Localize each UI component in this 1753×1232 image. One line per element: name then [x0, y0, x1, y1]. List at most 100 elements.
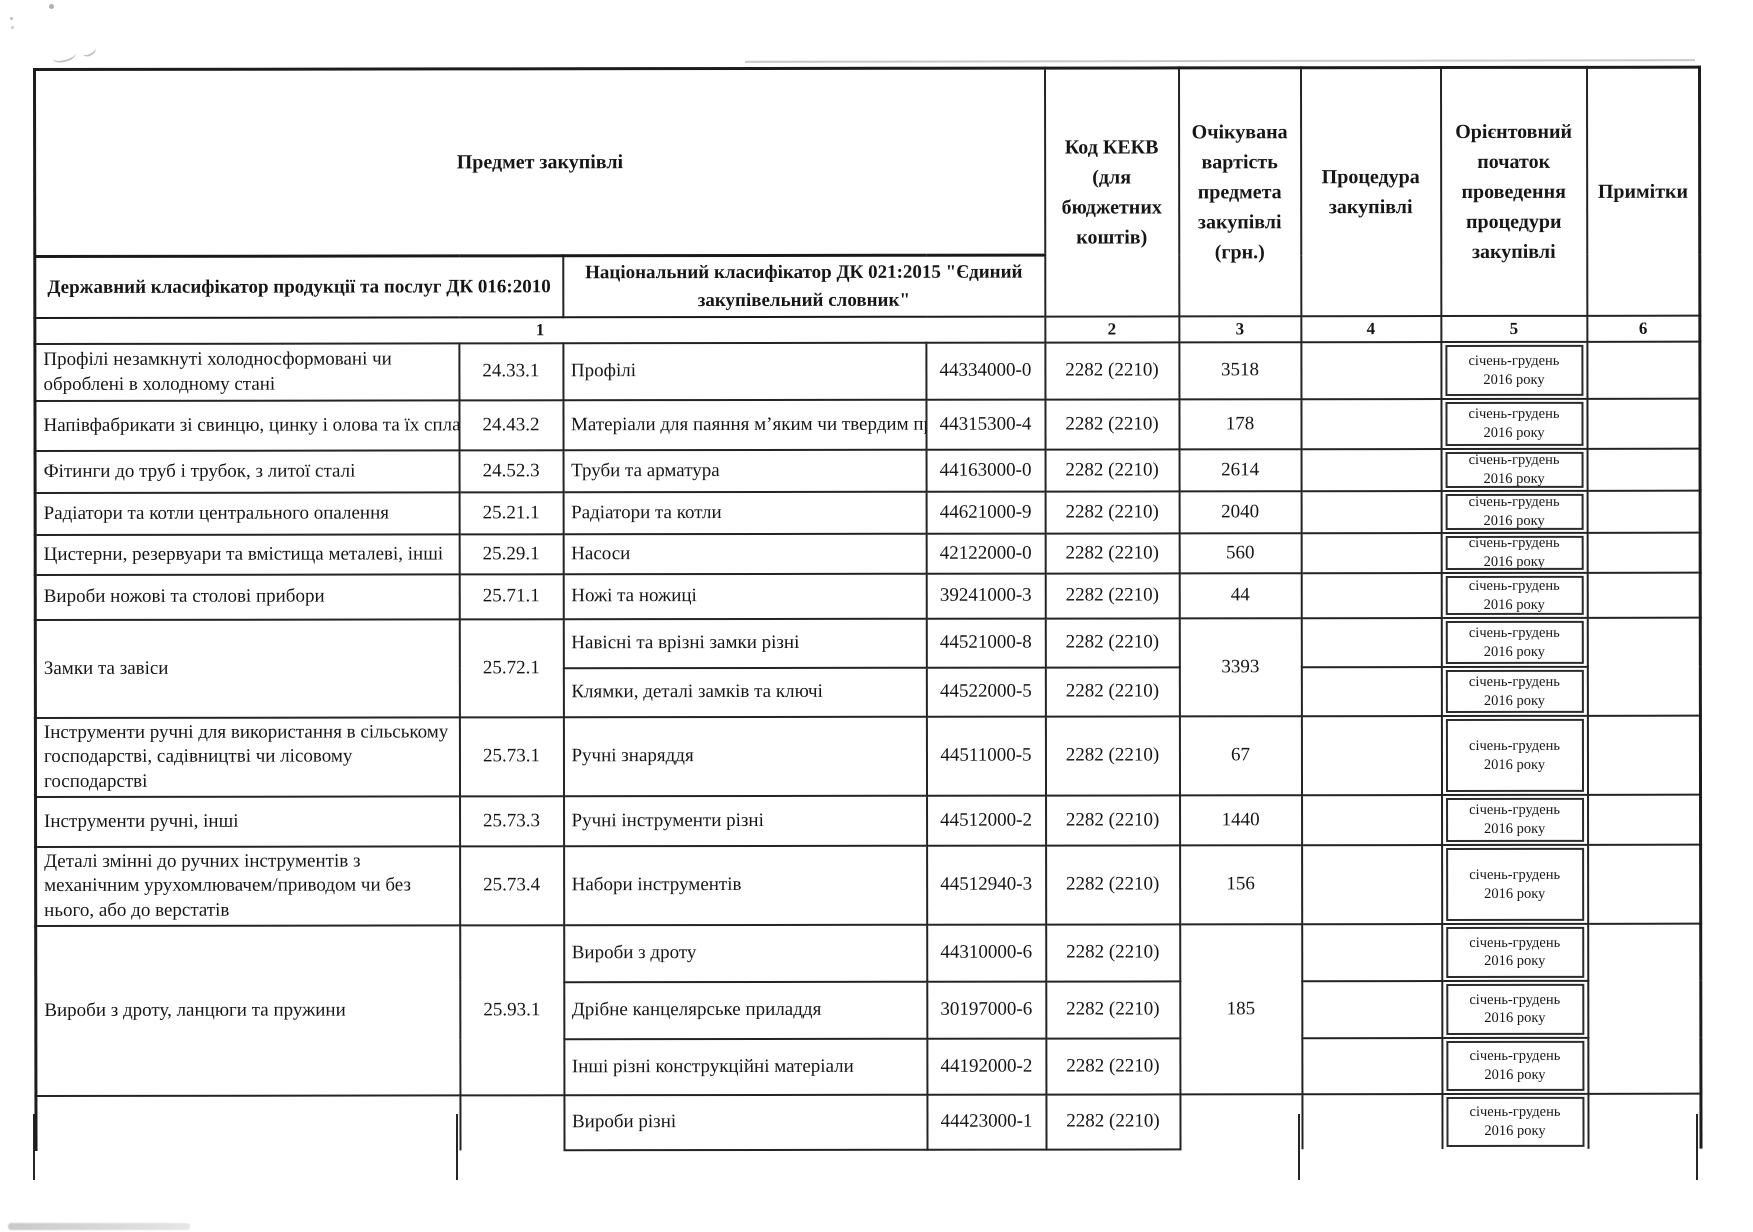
cell-dk021-name: Набори інструментів	[563, 845, 927, 926]
start-period-box: січень-грудень 2016 року	[1445, 669, 1584, 714]
column-number: 5	[1440, 315, 1587, 343]
cell-procedure	[1301, 667, 1442, 717]
cell-notes	[1587, 923, 1701, 1094]
cell-dk016-name: Інструменти ручні для використання в сіл…	[35, 717, 460, 798]
start-period-box: січень-грудень 2016 року	[1445, 718, 1584, 793]
cell-start-period: січень-грудень 2016 року	[1440, 341, 1587, 400]
column-number: 3	[1178, 316, 1301, 343]
cell-start-period: січень-грудень 2016 року	[1441, 1037, 1588, 1095]
cell-notes	[1586, 398, 1701, 449]
cell-notes	[1587, 572, 1701, 618]
cell-dk021-name: Матеріали для паяння м’яким чи твердим п…	[562, 399, 927, 451]
cell-start-period: січень-грудень 2016 року	[1441, 980, 1588, 1039]
cell-dk021-name: Вироби різні	[563, 1094, 928, 1151]
cell-start-period: січень-грудень 2016 року	[1441, 490, 1588, 534]
cell-dk016-name: Вироби ножові та столові прибори	[35, 574, 460, 621]
cell-procedure	[1301, 1038, 1442, 1095]
cell-dk021-name: Насоси	[563, 533, 927, 575]
cell-dk016-code: 25.72.1	[459, 619, 564, 718]
cell-dk016-code: 25.73.4	[459, 846, 564, 926]
cell-procedure	[1300, 342, 1441, 400]
cell-expected-cost: 3393	[1179, 618, 1302, 717]
cell-procedure	[1301, 533, 1442, 574]
cell-dk016-code: 25.93.1	[459, 925, 564, 1096]
cell-start-period: січень-грудень 2016 року	[1441, 844, 1588, 925]
cell-notes	[1587, 532, 1701, 573]
cell-dk021-code: 44522000-5	[926, 667, 1046, 717]
cell-dk016-code: 25.73.1	[459, 717, 564, 797]
cell-dk016-code	[459, 1095, 565, 1151]
cell-procedure	[1301, 981, 1442, 1039]
cell-dk016-name: Напівфабрикати зі свинцю, цинку і олова …	[34, 400, 460, 452]
start-period-box: січень-грудень 2016 року	[1445, 620, 1584, 665]
cell-procedure	[1300, 399, 1442, 450]
cell-expected-cost: 1440	[1179, 795, 1302, 846]
cell-kekv-code: 2282 (2210)	[1045, 1038, 1180, 1095]
cell-dk021-code: 44315300-4	[925, 399, 1046, 450]
cell-kekv-code: 2282 (2210)	[1045, 491, 1180, 534]
cell-kekv-code: 2282 (2210)	[1045, 533, 1180, 574]
table-edge-continuation	[1298, 1114, 1300, 1180]
scan-pen-mark	[80, 43, 98, 59]
cell-start-period: січень-грудень 2016 року	[1441, 1093, 1589, 1150]
header-dk021-classifier: Національний класифікатор ДК 021:2015 "Є…	[562, 255, 1045, 318]
scan-ghost-line	[744, 59, 1696, 63]
cell-dk016-name: Замки та завіси	[35, 619, 460, 719]
header-notes: Примітки	[1586, 67, 1700, 316]
cell-dk021-code: 44512000-2	[926, 795, 1046, 846]
cell-dk016-name: Радіатори та котли центрального опалення	[35, 492, 460, 536]
cell-dk021-name: Труби та арматура	[563, 449, 927, 493]
cell-start-period: січень-грудень 2016 року	[1441, 617, 1588, 668]
column-number: 4	[1300, 316, 1441, 343]
header-subject: Предмет закупівлі	[34, 68, 1045, 257]
cell-dk016-code: 25.21.1	[459, 492, 564, 535]
cell-procedure	[1301, 573, 1442, 619]
cell-start-period: січень-грудень 2016 року	[1441, 666, 1588, 717]
cell-dk016-code: 25.29.1	[459, 534, 564, 575]
cell-expected-cost: 2614	[1179, 449, 1302, 492]
scan-pen-mark	[50, 47, 78, 65]
start-period-box: січень-грудень 2016 року	[1444, 401, 1584, 447]
cell-start-period: січень-грудень 2016 року	[1441, 794, 1588, 846]
cell-notes	[1587, 448, 1701, 491]
cell-dk021-code: 44163000-0	[926, 449, 1046, 492]
cell-start-period: січень-грудень 2016 року	[1441, 532, 1588, 574]
cell-notes	[1586, 341, 1700, 399]
cell-dk021-name: Клямки, деталі замків та ключі	[563, 667, 927, 718]
start-period-box: січень-грудень 2016 року	[1444, 344, 1583, 397]
scan-speck-dot	[10, 17, 13, 20]
cell-expected-cost: 185	[1179, 924, 1302, 1095]
cell-dk021-name: Ручні знаряддя	[563, 716, 927, 797]
cell-dk016-code: 24.43.2	[458, 400, 564, 451]
cell-kekv-code: 2282 (2210)	[1045, 1094, 1181, 1150]
cell-dk016-code: 24.52.3	[459, 450, 564, 493]
start-period-box: січень-грудень 2016 року	[1445, 493, 1584, 531]
cell-dk016-name: Фітинги до труб і трубок, з литої сталі	[35, 450, 460, 494]
cell-notes	[1587, 617, 1701, 716]
cell-start-period: січень-грудень 2016 року	[1441, 715, 1588, 796]
cell-dk016-name: Цистерни, резервуари та вмістища металев…	[35, 534, 460, 576]
header-expected-cost: Очікувана вартість предмета закупівлі (г…	[1178, 67, 1301, 317]
cell-procedure	[1301, 924, 1442, 982]
cell-dk021-code: 44310000-6	[926, 924, 1046, 982]
header-procedure: Процедура закупівлі	[1300, 67, 1441, 317]
cell-expected-cost: 560	[1179, 533, 1302, 574]
cell-dk021-name: Профілі	[562, 342, 926, 401]
column-number: 1	[34, 316, 1045, 345]
cell-start-period: січень-грудень 2016 року	[1441, 448, 1588, 492]
cell-kekv-code: 2282 (2210)	[1044, 399, 1180, 450]
cell-dk016-name: Інструменти ручні, інші	[35, 796, 460, 848]
cell-procedure	[1301, 618, 1442, 668]
cell-dk016-code: 25.71.1	[459, 574, 564, 620]
cell-dk021-code: 39241000-3	[926, 573, 1046, 619]
start-period-box: січень-грудень 2016 року	[1445, 797, 1584, 843]
cell-dk016-name: Вироби з дроту, ланцюги та пружини	[35, 925, 460, 1096]
cell-dk021-name: Дрібне канцелярське приладдя	[563, 981, 927, 1040]
cell-dk021-code: 44334000-0	[925, 342, 1045, 400]
start-period-box: січень-грудень 2016 року	[1445, 1040, 1584, 1091]
cell-kekv-code: 2282 (2210)	[1045, 924, 1180, 982]
cell-dk021-code: 44521000-8	[926, 618, 1046, 668]
start-period-box: січень-грудень 2016 року	[1445, 451, 1584, 489]
cell-dk016-code: 24.33.1	[458, 343, 563, 401]
